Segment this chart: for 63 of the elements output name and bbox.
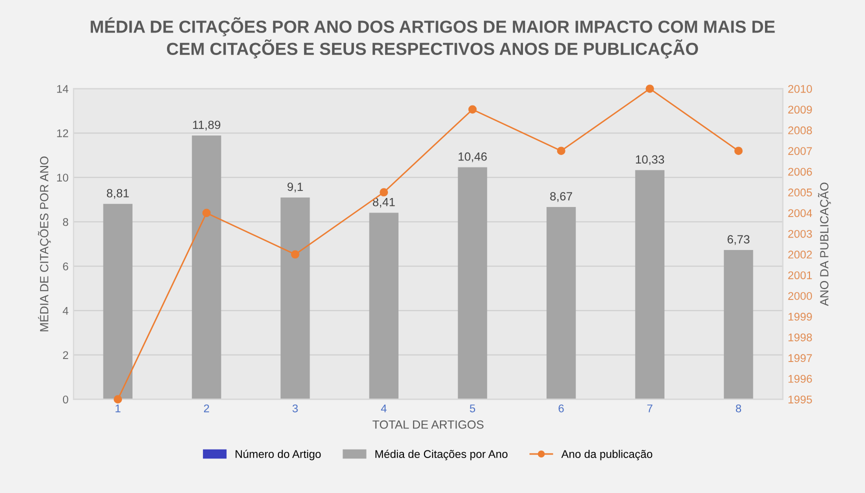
y2-tick-label: 2009 <box>788 106 812 114</box>
x-tick-label: 8 <box>736 404 742 412</box>
y-tick-label: 4 <box>62 306 68 315</box>
y-tick-label: 12 <box>57 129 68 138</box>
x-tick-label: 7 <box>647 404 652 412</box>
y2-tick-label: 1996 <box>788 374 812 383</box>
bar <box>546 206 576 400</box>
y-tick-label: 0 <box>62 396 68 404</box>
x-tick-label: 2 <box>204 404 210 412</box>
data-label: 10,46 <box>458 152 487 162</box>
point <box>202 208 211 218</box>
x-tick-label: 3 <box>292 404 298 412</box>
y2-tick-label: 2002 <box>788 250 812 259</box>
y2-tick-label: 2006 <box>788 168 812 176</box>
data-label: 8,81 <box>106 189 129 199</box>
bar <box>192 136 222 400</box>
point <box>380 188 388 196</box>
bar <box>103 204 132 400</box>
y2-tick-label: 1999 <box>788 312 812 321</box>
x-tick-label: 5 <box>470 404 476 412</box>
data-label: 8,67 <box>550 192 572 202</box>
point <box>557 146 566 156</box>
y-tick-label: 6 <box>63 262 68 270</box>
point <box>468 105 477 114</box>
y2-tick-label: 2004 <box>788 209 812 218</box>
x-tick-label: 1 <box>116 404 120 412</box>
x-tick-label: 6 <box>558 404 564 412</box>
y-tick-label: 8 <box>62 218 68 226</box>
legend-label: Número do Artigo <box>236 450 321 460</box>
y2-axis-title: ANO DA PUBLICAÇÃO <box>818 182 831 306</box>
y2-tick-label: 2003 <box>788 230 812 238</box>
point <box>734 146 743 156</box>
bar <box>635 170 664 400</box>
point <box>291 250 300 259</box>
data-label: 6,73 <box>728 235 750 245</box>
data-label: 8,41 <box>372 198 395 208</box>
point <box>114 395 122 404</box>
legend-label: Ano da publicação <box>561 450 652 460</box>
y2-tick-label: 1997 <box>788 354 812 362</box>
data-label: 11,89 <box>193 120 220 130</box>
y2-tick-label: 2000 <box>788 292 812 300</box>
y2-tick-label: 1995 <box>788 396 812 404</box>
y2-tick-label: 1998 <box>788 333 812 342</box>
point <box>646 84 654 93</box>
x-axis-title: TOTAL DE ARTIGOS <box>372 420 484 429</box>
data-label: 9,1 <box>288 182 303 192</box>
y2-tick-label: 2005 <box>788 188 812 196</box>
data-label: 10,33 <box>636 155 664 166</box>
chart-title: MÉDIA DE CITAÇÕES POR ANO DOS ARTIGOS DE MAIOR IMPACTO COM MAIS DE CEM CITAÇÕES E SEUS RESPECTIVOS ANOS DE PUBLICAÇÃO <box>90 17 775 58</box>
bar <box>280 197 310 400</box>
y2-tick-label: 2010 <box>788 85 812 93</box>
legend-label: Média de Citações por Ano <box>375 450 508 460</box>
x-tick-label: 4 <box>381 404 387 412</box>
y-tick-label: 10 <box>57 174 68 182</box>
y-tick-label: 14 <box>57 85 68 93</box>
y2-tick-label: 2001 <box>788 271 812 280</box>
bar <box>458 167 488 400</box>
y-axis-title: MÉDIA DE CITAÇÕES POR ANO <box>38 156 51 332</box>
bar <box>724 250 754 400</box>
y2-tick-label: 2007 <box>788 147 812 155</box>
y-tick-label: 2 <box>63 351 68 359</box>
y2-tick-label: 2008 <box>788 126 812 134</box>
bar <box>369 212 398 400</box>
